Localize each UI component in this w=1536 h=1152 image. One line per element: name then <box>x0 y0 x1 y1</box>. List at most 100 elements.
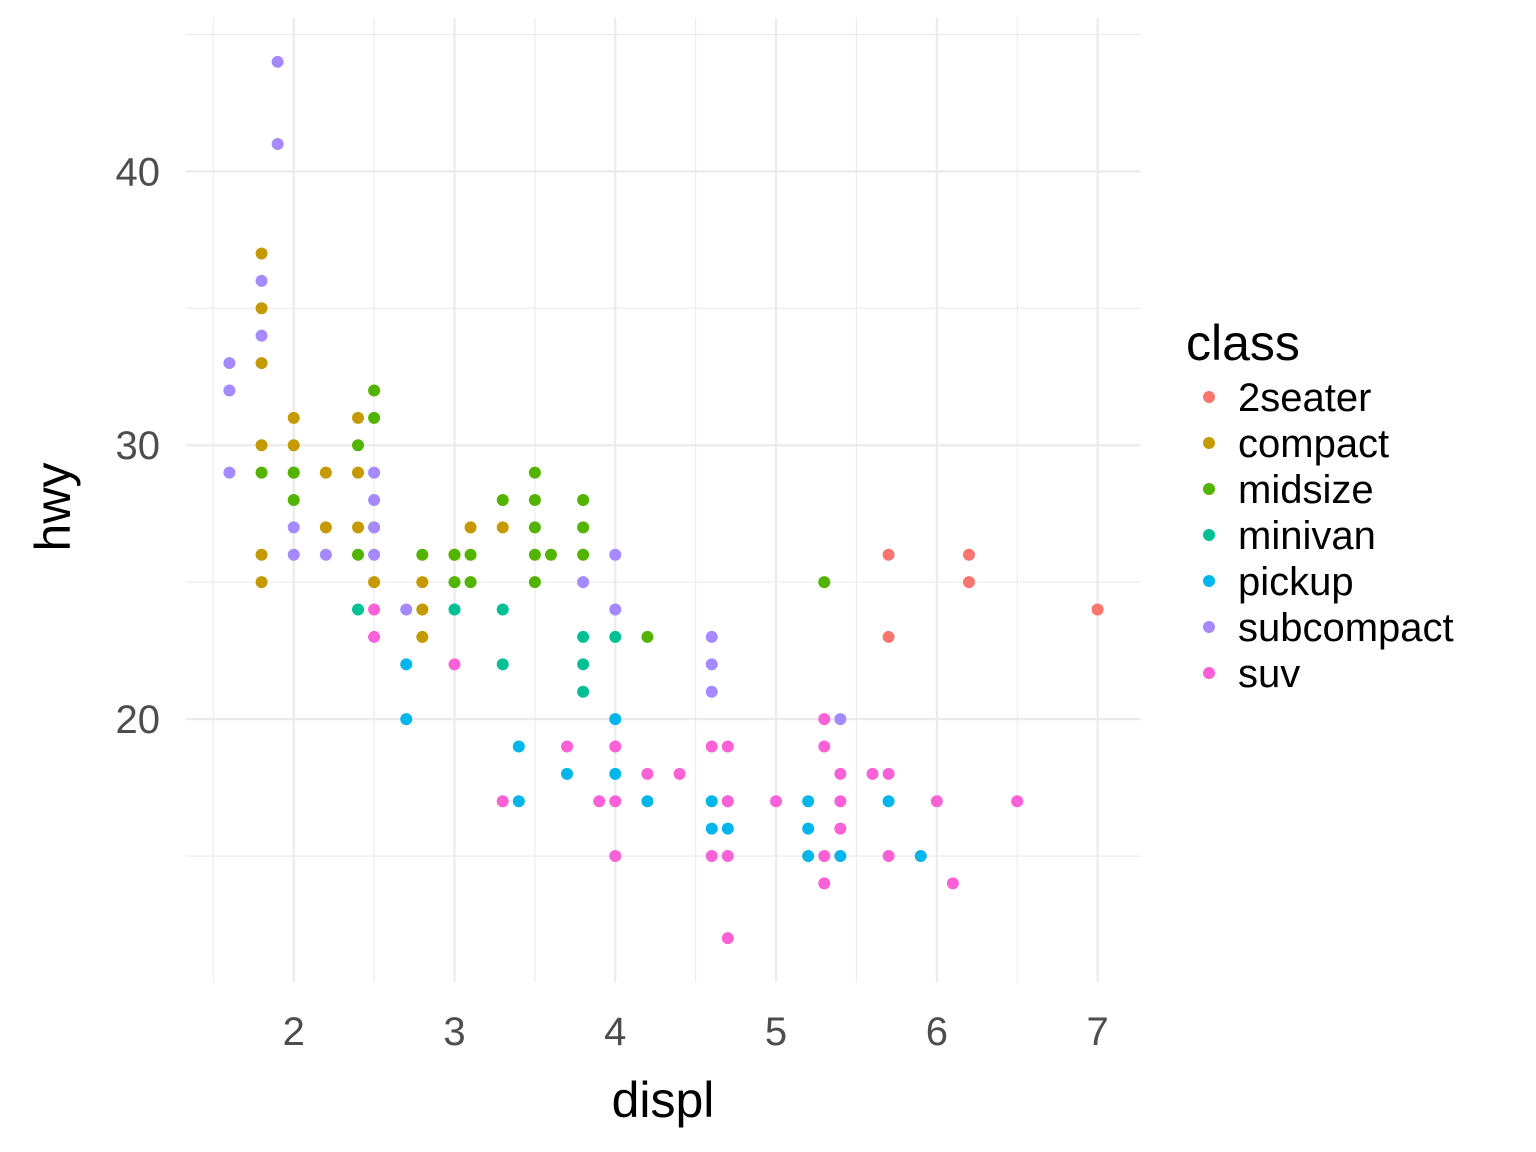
point-subcompact <box>705 630 718 643</box>
point-subcompact <box>368 466 381 479</box>
legend-key-subcompact <box>1203 621 1215 633</box>
legend-key-2seater <box>1203 391 1215 403</box>
point-pickup <box>721 822 734 835</box>
point-suv <box>448 658 461 671</box>
point-compact <box>416 603 429 616</box>
point-subcompact <box>271 137 284 150</box>
x-tick-label: 4 <box>604 1010 626 1054</box>
point-minivan <box>609 630 622 643</box>
point-midsize <box>464 576 477 589</box>
point-compact <box>368 576 381 589</box>
point-suv <box>641 767 654 780</box>
x-tick-label: 2 <box>283 1010 305 1054</box>
point-midsize <box>528 521 541 534</box>
x-axis-title: displ <box>612 1072 715 1128</box>
legend-key-suv <box>1203 667 1215 679</box>
point-compact <box>352 466 365 479</box>
point-suv <box>721 932 734 945</box>
point-midsize <box>528 494 541 506</box>
point-pickup <box>882 795 895 808</box>
point-suv <box>818 877 831 890</box>
point-2seater <box>882 548 895 561</box>
point-midsize <box>416 548 429 561</box>
point-pickup <box>802 850 815 863</box>
legend-label-subcompact: subcompact <box>1238 606 1454 650</box>
point-pickup <box>802 822 815 835</box>
point-suv <box>673 767 686 780</box>
point-suv <box>593 795 606 808</box>
legend-key-minivan <box>1203 529 1215 541</box>
point-compact <box>255 247 268 260</box>
point-pickup <box>705 795 718 808</box>
point-subcompact <box>287 521 300 534</box>
point-pickup <box>400 658 413 671</box>
point-subcompact <box>577 576 590 589</box>
point-suv <box>834 795 847 808</box>
point-subcompact <box>834 713 847 726</box>
point-suv <box>609 795 622 808</box>
point-midsize <box>448 548 461 561</box>
point-2seater <box>882 630 895 643</box>
point-subcompact <box>609 603 622 616</box>
point-suv <box>882 850 895 863</box>
point-compact <box>287 411 300 424</box>
point-suv <box>705 740 718 753</box>
point-suv <box>496 795 509 808</box>
point-suv <box>818 713 831 726</box>
point-compact <box>464 521 477 534</box>
x-tick-label: 6 <box>926 1010 948 1054</box>
point-compact <box>255 576 268 589</box>
point-suv <box>721 795 734 808</box>
point-compact <box>416 576 429 589</box>
point-pickup <box>802 795 815 808</box>
point-minivan <box>496 603 509 616</box>
point-subcompact <box>223 384 236 397</box>
point-midsize <box>255 466 268 479</box>
point-suv <box>946 877 959 890</box>
point-suv <box>609 740 622 753</box>
point-suv <box>818 740 831 753</box>
point-pickup <box>914 850 927 863</box>
point-pickup <box>512 740 525 753</box>
point-midsize <box>528 466 541 479</box>
point-midsize <box>641 630 654 643</box>
legend-title: class <box>1186 315 1300 371</box>
point-minivan <box>577 658 590 671</box>
point-suv <box>368 630 381 643</box>
point-suv <box>705 850 718 863</box>
point-minivan <box>496 658 509 671</box>
point-pickup <box>512 795 525 808</box>
point-suv <box>1011 795 1024 808</box>
point-pickup <box>400 713 413 726</box>
legend-label-midsize: midsize <box>1238 468 1374 512</box>
point-suv <box>834 767 847 780</box>
point-suv <box>866 767 879 780</box>
point-midsize <box>818 576 831 589</box>
point-compact <box>496 521 509 534</box>
point-pickup <box>834 850 847 863</box>
point-subcompact <box>255 329 268 342</box>
point-pickup <box>609 767 622 780</box>
legend-label-pickup: pickup <box>1238 560 1354 604</box>
point-suv <box>930 795 943 808</box>
point-midsize <box>577 494 590 506</box>
point-pickup <box>561 767 574 780</box>
point-compact <box>416 630 429 643</box>
point-suv <box>721 850 734 863</box>
data-points <box>223 55 1104 945</box>
point-suv <box>882 767 895 780</box>
point-compact <box>255 357 268 370</box>
legend-label-2seater: 2seater <box>1238 376 1371 420</box>
point-2seater <box>1091 603 1104 616</box>
point-compact <box>352 521 365 534</box>
legend: class 2seatercompactmidsizeminivanpickup… <box>1186 315 1454 696</box>
point-compact <box>255 302 268 315</box>
point-suv <box>770 795 783 808</box>
point-subcompact <box>368 548 381 561</box>
y-tick-label: 40 <box>116 150 161 194</box>
point-suv <box>721 740 734 753</box>
point-midsize <box>287 466 300 479</box>
legend-label-minivan: minivan <box>1238 514 1376 558</box>
point-subcompact <box>287 548 300 561</box>
x-tick-label: 7 <box>1086 1010 1108 1054</box>
